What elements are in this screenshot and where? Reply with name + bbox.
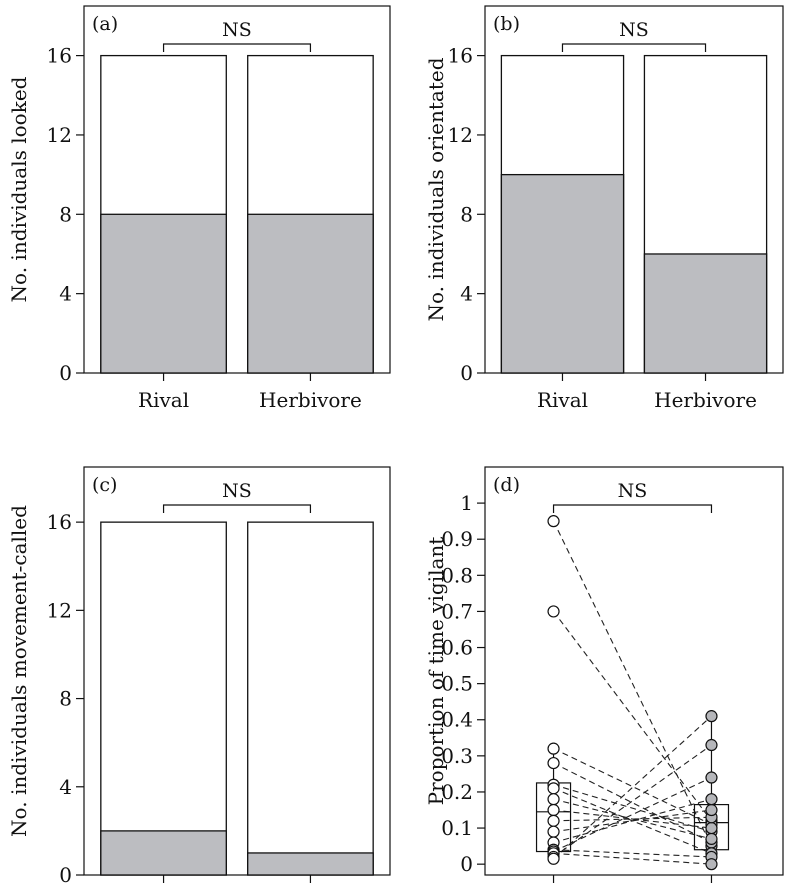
paired-line xyxy=(553,715,712,860)
bar-responded-herbivore xyxy=(247,852,374,876)
paired-line xyxy=(553,748,712,825)
point-rival xyxy=(547,852,560,865)
plot-frame xyxy=(83,466,391,876)
y-tick-label: 1 xyxy=(460,491,473,515)
plot-frame xyxy=(484,466,784,876)
x-tick-label: Herbivore xyxy=(259,388,362,412)
plot-frame xyxy=(83,5,391,374)
paired-line xyxy=(553,816,712,822)
panel-a: (a) NS 0 4 8 12 16 Rival Herbivore No. individual… xyxy=(7,5,391,412)
paired-line xyxy=(553,777,712,853)
y-tick-label: 12 xyxy=(47,598,72,622)
point-herbivore xyxy=(705,832,718,845)
y-tick-label: 0.4 xyxy=(441,708,473,732)
panel-b: (b) NS 0 4 8 12 16 Rival Herbivore No. individual… xyxy=(424,5,784,412)
significance-bracket xyxy=(162,504,312,513)
y-tick-label: 0.9 xyxy=(441,527,473,551)
point-rival xyxy=(547,793,560,806)
bar-responded-rival xyxy=(500,173,625,374)
x-tick-label: Rival xyxy=(537,388,588,412)
y-tick-label: 0.2 xyxy=(441,780,473,804)
x-tick-label: Herbivore xyxy=(654,388,757,412)
y-tick-label: 0.1 xyxy=(441,816,473,840)
paired-line xyxy=(553,611,712,822)
y-tick-label: 0 xyxy=(460,852,473,876)
panel-d: (d)NS00.10.20.30.40.50.60.70.80.91RivalH… xyxy=(424,466,784,883)
significance-bracket xyxy=(561,43,707,52)
y-tick-label: 8 xyxy=(59,202,72,226)
point-rival xyxy=(547,756,560,770)
point-herbivore xyxy=(705,793,718,806)
significance-label: NS xyxy=(222,480,252,502)
y-tick-label: 0 xyxy=(59,361,72,385)
y-axis-title: Proportion of time vigilant xyxy=(424,537,448,806)
paired-line xyxy=(553,849,712,858)
significance-bracket xyxy=(162,43,312,52)
paired-line xyxy=(553,520,712,847)
point-rival xyxy=(547,825,560,838)
point-herbivore xyxy=(705,738,718,752)
panel-label: (d) xyxy=(493,474,520,496)
bar-responded-herbivore xyxy=(247,213,374,374)
y-axis-title: No. individuals movement-called xyxy=(7,505,31,837)
paired-line xyxy=(553,784,712,833)
significance-bracket xyxy=(552,504,713,513)
point-herbivore xyxy=(705,803,718,817)
bar-responded-rival xyxy=(100,213,227,374)
bar-total-herbivore xyxy=(247,521,374,876)
y-tick-label: 0 xyxy=(460,361,473,385)
y-tick-label: 8 xyxy=(460,202,473,226)
y-tick-label: 0.6 xyxy=(441,636,473,660)
significance-label: NS xyxy=(619,19,649,41)
bar-total-rival xyxy=(100,521,227,876)
y-tick-label: 4 xyxy=(59,282,72,306)
plot-frame xyxy=(484,5,784,374)
y-tick-label: 16 xyxy=(47,44,72,68)
y-axis-title: No. individuals orientated xyxy=(424,57,448,321)
y-tick-label: 0 xyxy=(59,863,72,887)
y-axis-title: No. individuals looked xyxy=(7,76,31,302)
y-tick-label: 12 xyxy=(47,123,72,147)
point-herbivore xyxy=(705,821,718,835)
paired-line xyxy=(553,744,712,858)
paired-line xyxy=(553,798,712,840)
point-rival xyxy=(547,803,560,817)
y-tick-label: 12 xyxy=(448,123,473,147)
significance-label: NS xyxy=(222,19,252,41)
y-tick-label: 0.5 xyxy=(441,672,473,696)
point-rival xyxy=(547,742,560,755)
significance-label: NS xyxy=(618,480,648,502)
paired-line xyxy=(553,762,712,843)
bar-responded-herbivore xyxy=(643,253,768,374)
y-tick-label: 16 xyxy=(47,510,72,534)
y-tick-label: 0.3 xyxy=(441,744,473,768)
paired-line xyxy=(553,798,712,844)
paired-line xyxy=(553,852,712,865)
point-herbivore xyxy=(705,771,718,784)
point-herbivore xyxy=(705,858,718,871)
y-tick-label: 0.8 xyxy=(441,563,473,587)
paired-line xyxy=(553,809,712,829)
panel-label: (a) xyxy=(92,13,118,35)
point-rival xyxy=(547,605,560,618)
point-herbivore xyxy=(705,710,718,723)
x-tick-label: Rival xyxy=(138,388,189,412)
bar-responded-rival xyxy=(100,830,227,876)
point-rival xyxy=(547,782,560,795)
point-rival xyxy=(547,515,560,528)
y-tick-label: 16 xyxy=(448,44,473,68)
panel-label: (b) xyxy=(493,13,520,35)
paired-line xyxy=(553,809,712,833)
point-rival xyxy=(547,814,560,827)
panel-label: (c) xyxy=(92,474,117,496)
y-tick-label: 4 xyxy=(460,282,473,306)
y-tick-label: 4 xyxy=(59,775,72,799)
y-tick-label: 0.7 xyxy=(441,599,473,623)
y-tick-label: 8 xyxy=(59,687,72,711)
